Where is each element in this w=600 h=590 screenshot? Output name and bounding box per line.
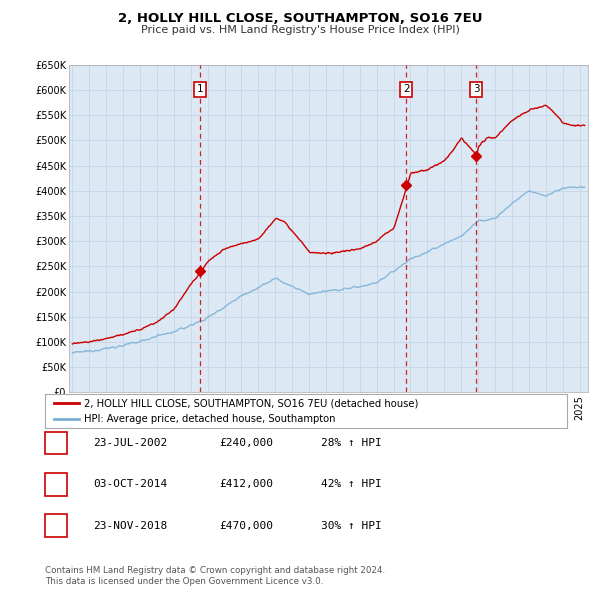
Text: £470,000: £470,000 bbox=[219, 521, 273, 530]
Text: 2: 2 bbox=[403, 84, 410, 94]
Text: £412,000: £412,000 bbox=[219, 480, 273, 489]
Text: 2, HOLLY HILL CLOSE, SOUTHAMPTON, SO16 7EU (detached house): 2, HOLLY HILL CLOSE, SOUTHAMPTON, SO16 7… bbox=[84, 398, 419, 408]
Text: 28% ↑ HPI: 28% ↑ HPI bbox=[321, 438, 382, 448]
Text: 2: 2 bbox=[52, 480, 59, 489]
Text: 3: 3 bbox=[52, 521, 59, 530]
Text: 23-NOV-2018: 23-NOV-2018 bbox=[93, 521, 167, 530]
Text: Contains HM Land Registry data © Crown copyright and database right 2024.: Contains HM Land Registry data © Crown c… bbox=[45, 566, 385, 575]
Text: HPI: Average price, detached house, Southampton: HPI: Average price, detached house, Sout… bbox=[84, 414, 335, 424]
Text: 23-JUL-2002: 23-JUL-2002 bbox=[93, 438, 167, 448]
Text: 2, HOLLY HILL CLOSE, SOUTHAMPTON, SO16 7EU: 2, HOLLY HILL CLOSE, SOUTHAMPTON, SO16 7… bbox=[118, 12, 482, 25]
Text: 03-OCT-2014: 03-OCT-2014 bbox=[93, 480, 167, 489]
Text: 42% ↑ HPI: 42% ↑ HPI bbox=[321, 480, 382, 489]
Text: This data is licensed under the Open Government Licence v3.0.: This data is licensed under the Open Gov… bbox=[45, 577, 323, 586]
Text: 30% ↑ HPI: 30% ↑ HPI bbox=[321, 521, 382, 530]
Text: Price paid vs. HM Land Registry's House Price Index (HPI): Price paid vs. HM Land Registry's House … bbox=[140, 25, 460, 35]
Text: 1: 1 bbox=[197, 84, 203, 94]
Text: 1: 1 bbox=[52, 438, 59, 448]
Text: 3: 3 bbox=[473, 84, 480, 94]
Text: £240,000: £240,000 bbox=[219, 438, 273, 448]
